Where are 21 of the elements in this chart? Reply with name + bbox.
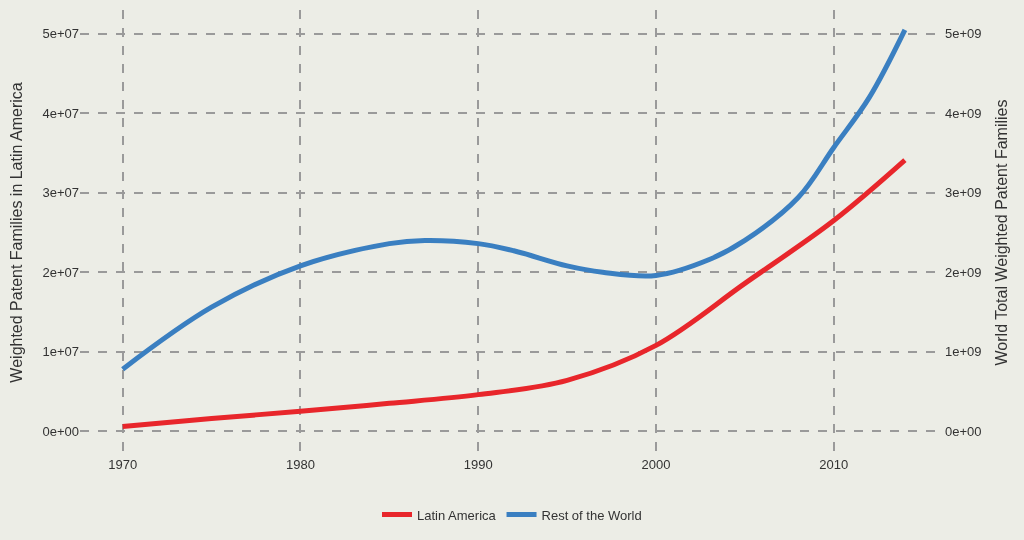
x-tick-label: 1980 <box>285 457 315 472</box>
x-tick-label: 2010 <box>819 457 849 472</box>
y-tick-label: 5e+07 <box>42 26 79 42</box>
y-tick-label: 3e+07 <box>42 185 79 201</box>
legend-label: Rest of the World <box>541 507 642 523</box>
y-tick-label: 0e+00 <box>42 423 79 439</box>
y2-axis-title: World Total Weighted Patent Families <box>993 99 1011 366</box>
y2-tick-label: 4e+09 <box>945 105 982 121</box>
y-axis-title: Weighted Patent Families in Latin America <box>8 82 26 383</box>
y-tick-label: 1e+07 <box>42 344 79 360</box>
x-tick-label: 1970 <box>108 457 138 472</box>
y2-tick-label: 1e+09 <box>945 344 982 360</box>
y-tick-label: 2e+07 <box>42 264 79 280</box>
legend-label: Latin America <box>417 507 497 523</box>
x-tick-label: 1990 <box>463 457 493 472</box>
y-tick-label: 4e+07 <box>42 105 79 121</box>
x-tick-label: 2000 <box>641 457 671 472</box>
y2-tick-label: 2e+09 <box>945 264 982 280</box>
y2-tick-label: 0e+00 <box>945 423 982 439</box>
y2-tick-label: 3e+09 <box>945 185 982 201</box>
y2-tick-label: 5e+09 <box>945 26 982 42</box>
